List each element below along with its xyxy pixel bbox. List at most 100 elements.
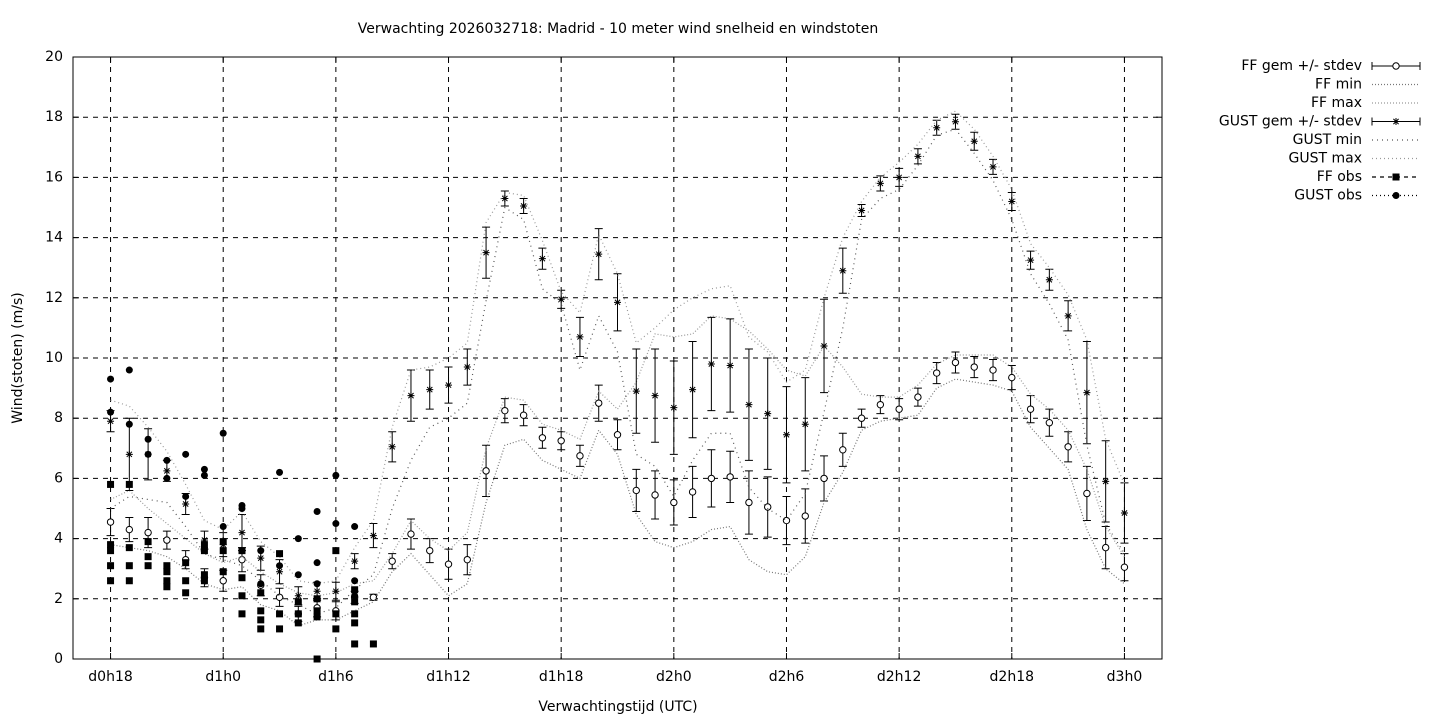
point bbox=[332, 610, 340, 618]
point bbox=[388, 557, 396, 565]
point bbox=[651, 392, 659, 400]
range-line bbox=[110, 378, 1125, 627]
point bbox=[707, 474, 716, 483]
point bbox=[200, 547, 208, 555]
point bbox=[219, 547, 227, 555]
point bbox=[1083, 389, 1091, 397]
point bbox=[163, 577, 171, 585]
point bbox=[876, 179, 884, 187]
legend-label: GUST gem +/- stdev bbox=[1219, 114, 1362, 130]
x-tick-label: d3h0 bbox=[1107, 669, 1143, 685]
point bbox=[764, 410, 772, 418]
legend-marker bbox=[1392, 118, 1400, 125]
point bbox=[351, 640, 359, 648]
point bbox=[707, 360, 715, 368]
point bbox=[332, 520, 340, 528]
point bbox=[257, 554, 265, 562]
point bbox=[313, 508, 321, 516]
point bbox=[294, 571, 302, 579]
point bbox=[144, 450, 152, 458]
point bbox=[125, 420, 133, 428]
point bbox=[839, 267, 847, 275]
point bbox=[951, 118, 959, 126]
point bbox=[1026, 405, 1035, 413]
point bbox=[182, 589, 190, 597]
point bbox=[257, 616, 265, 624]
y-tick-label: 6 bbox=[54, 470, 63, 486]
point bbox=[106, 518, 115, 526]
point bbox=[1008, 197, 1016, 205]
point bbox=[200, 571, 208, 579]
point bbox=[764, 503, 772, 511]
point bbox=[313, 655, 321, 663]
point bbox=[182, 492, 190, 500]
point bbox=[557, 295, 565, 303]
point bbox=[182, 577, 190, 585]
point bbox=[520, 202, 528, 210]
point bbox=[294, 619, 302, 627]
point bbox=[463, 363, 471, 371]
point bbox=[369, 532, 377, 540]
series bbox=[110, 110, 1126, 585]
point bbox=[257, 607, 265, 615]
point bbox=[125, 562, 133, 570]
point bbox=[1083, 489, 1091, 498]
x-tick-label: d1h12 bbox=[426, 669, 470, 685]
range-line bbox=[110, 128, 1125, 615]
point bbox=[163, 562, 171, 570]
point bbox=[632, 387, 640, 395]
point bbox=[895, 173, 903, 181]
point bbox=[482, 467, 490, 475]
y-tick-label: 12 bbox=[45, 290, 63, 306]
point bbox=[182, 500, 190, 508]
point bbox=[125, 366, 133, 374]
point bbox=[144, 538, 152, 546]
point bbox=[313, 559, 321, 567]
point bbox=[294, 610, 302, 618]
legend-marker bbox=[1392, 192, 1400, 199]
point bbox=[276, 562, 284, 570]
point bbox=[970, 137, 978, 145]
point bbox=[538, 255, 546, 263]
point bbox=[632, 486, 640, 495]
point bbox=[501, 406, 509, 415]
point bbox=[125, 525, 134, 534]
y-tick-label: 20 bbox=[45, 49, 63, 65]
point bbox=[557, 437, 565, 445]
legend-label: FF obs bbox=[1317, 169, 1362, 185]
point bbox=[426, 546, 434, 555]
point bbox=[200, 541, 208, 549]
point bbox=[801, 420, 809, 428]
point bbox=[182, 450, 190, 458]
point bbox=[107, 408, 115, 416]
point bbox=[839, 446, 847, 454]
point bbox=[238, 610, 246, 618]
series bbox=[107, 366, 359, 600]
point bbox=[257, 589, 265, 597]
point bbox=[219, 538, 227, 546]
point bbox=[125, 544, 133, 552]
point bbox=[895, 405, 903, 413]
point bbox=[369, 593, 378, 601]
series bbox=[106, 113, 1129, 606]
point bbox=[914, 393, 922, 401]
point bbox=[782, 431, 790, 439]
point bbox=[125, 577, 133, 585]
point bbox=[182, 559, 190, 567]
point bbox=[801, 512, 809, 520]
point bbox=[351, 592, 359, 600]
point bbox=[482, 249, 490, 257]
point bbox=[576, 333, 584, 341]
x-tick-label: d2h18 bbox=[990, 669, 1034, 685]
point bbox=[444, 560, 453, 568]
point bbox=[313, 595, 321, 603]
point bbox=[1064, 443, 1072, 451]
point bbox=[614, 298, 621, 306]
point bbox=[351, 598, 359, 606]
point bbox=[613, 431, 622, 439]
point bbox=[426, 386, 434, 394]
series bbox=[110, 128, 1125, 615]
y-tick-label: 4 bbox=[54, 531, 63, 547]
point bbox=[163, 583, 171, 591]
